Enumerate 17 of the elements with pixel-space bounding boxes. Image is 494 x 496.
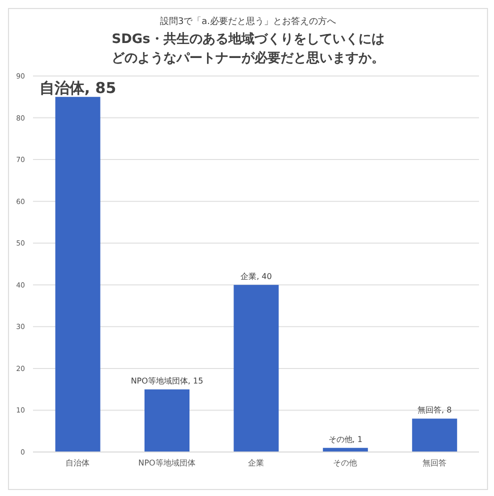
bar (55, 96, 100, 452)
x-tick-label: 企業 (248, 458, 264, 468)
text: 設問3で「a.必要だと思う」とお答えの方へ (158, 16, 338, 28)
bar (412, 418, 458, 452)
data-label: 企業, 40 (240, 272, 272, 281)
x-tick-label: NPO等地域団体 (138, 458, 196, 468)
data-label: NPO等地域団体, 15 (130, 376, 204, 386)
chart-subtitle: どのようなパートナーが必要だと思いますか。 (110, 50, 386, 68)
x-tick-label: 自治体 (66, 458, 90, 468)
x-tick-label: その他 (333, 458, 358, 468)
data-label: 自治体, 85 (39, 78, 116, 97)
bar (234, 284, 279, 452)
bar (144, 389, 190, 452)
x-tick-label: 無回答 (422, 458, 446, 468)
data-label: その他, 1 (328, 434, 362, 444)
chart-title: SDGs・共生のある地域づくりをしていくには (110, 31, 386, 49)
data-label: 無回答, 8 (418, 406, 452, 415)
